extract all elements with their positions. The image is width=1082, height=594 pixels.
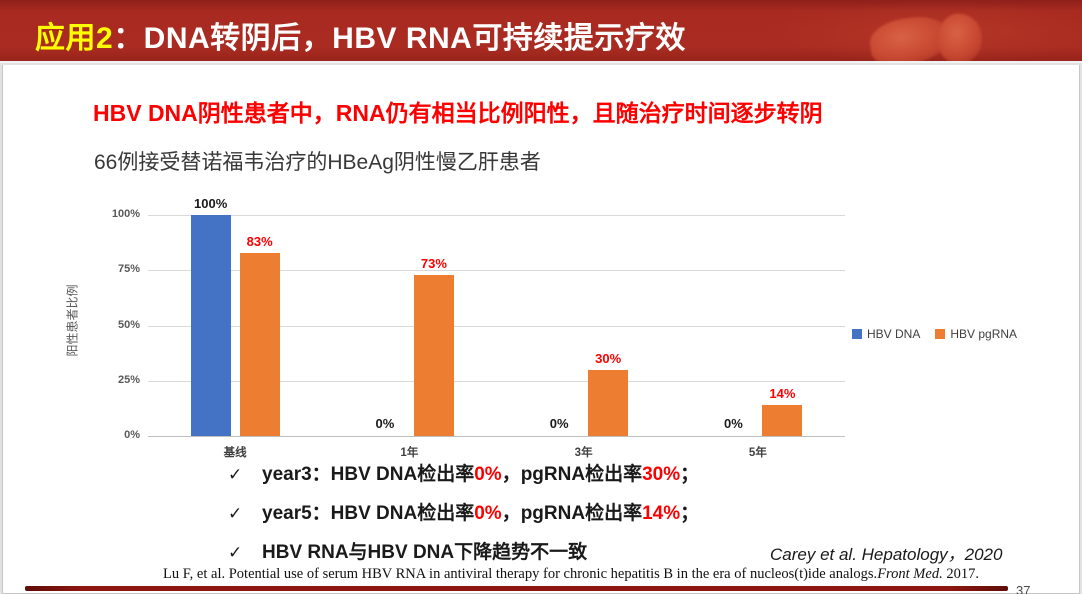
bullet-item: ✓ year3：HBV DNA检出率0%，pgRNA检出率30%； (228, 459, 699, 486)
bullet-text: HBV RNA与HBV DNA下降趋势不一致 (262, 537, 587, 564)
bullet-text: year5：HBV DNA检出率0%，pgRNA检出率14%； (262, 498, 699, 525)
bullet-item: ✓ year5：HBV DNA检出率0%，pgRNA检出率14%； (228, 498, 699, 525)
key-message: HBV DNA阴性患者中，RNA仍有相当比例阳性，且随治疗时间逐步转阴 (93, 100, 823, 126)
bullet-segment: ，pgRNA检出率 (501, 503, 643, 524)
bullet-segment: HBV RNA与HBV DNA下降趋势不一致 (262, 542, 588, 563)
bullet-emphasis: 30% (642, 464, 681, 485)
bullet-segment: ； (680, 464, 700, 485)
bullet-emphasis: 0% (474, 464, 502, 485)
bullet-segment: year5：HBV DNA检出率 (262, 503, 475, 524)
bullet-segment: year3：HBV DNA检出率 (262, 464, 475, 485)
bullet-text: year3：HBV DNA检出率0%，pgRNA检出率30%； (262, 459, 699, 486)
checkmark-icon: ✓ (228, 504, 243, 523)
checkmark-icon: ✓ (228, 465, 243, 484)
slide-header: 应用2：DNA转阴后，HBV RNA可持续提示疗效 (0, 0, 1082, 63)
bottom-accent-bar (25, 586, 1008, 591)
page-number: 37 (1016, 583, 1031, 594)
bullet-emphasis: 0% (474, 503, 502, 524)
bullet-list: ✓ year3：HBV DNA检出率0%，pgRNA检出率30%； ✓ year5：H… (228, 459, 699, 564)
footnote-journal: Front Med. (877, 566, 943, 582)
citation: Carey et al. Hepatology，2020 (770, 545, 1003, 564)
footnote-year: 2017. (942, 566, 979, 582)
slide-title-rest: ：DNA转阴后，HBV RNA可持续提示疗效 (113, 22, 686, 55)
study-title: 66例接受替诺福韦治疗的HBeAg阴性慢乙肝患者 (94, 151, 541, 174)
checkmark-icon: ✓ (228, 543, 243, 562)
liver-icon (842, 6, 1022, 61)
slide-body-panel (2, 65, 1080, 594)
bullet-item: ✓ HBV RNA与HBV DNA下降趋势不一致 (228, 537, 699, 564)
reference-footnote: Lu F, et al. Potential use of serum HBV … (0, 566, 1082, 583)
bullet-segment: ； (680, 503, 700, 524)
slide-title: 应用2：DNA转阴后，HBV RNA可持续提示疗效 (35, 13, 686, 57)
slide-title-highlight: 应用2 (35, 22, 114, 55)
footnote-text: Lu F, et al. Potential use of serum HBV … (163, 566, 878, 582)
liver-right-lobe (933, 10, 987, 61)
bullet-segment: ，pgRNA检出率 (501, 464, 643, 485)
bullet-emphasis: 14% (642, 503, 681, 524)
